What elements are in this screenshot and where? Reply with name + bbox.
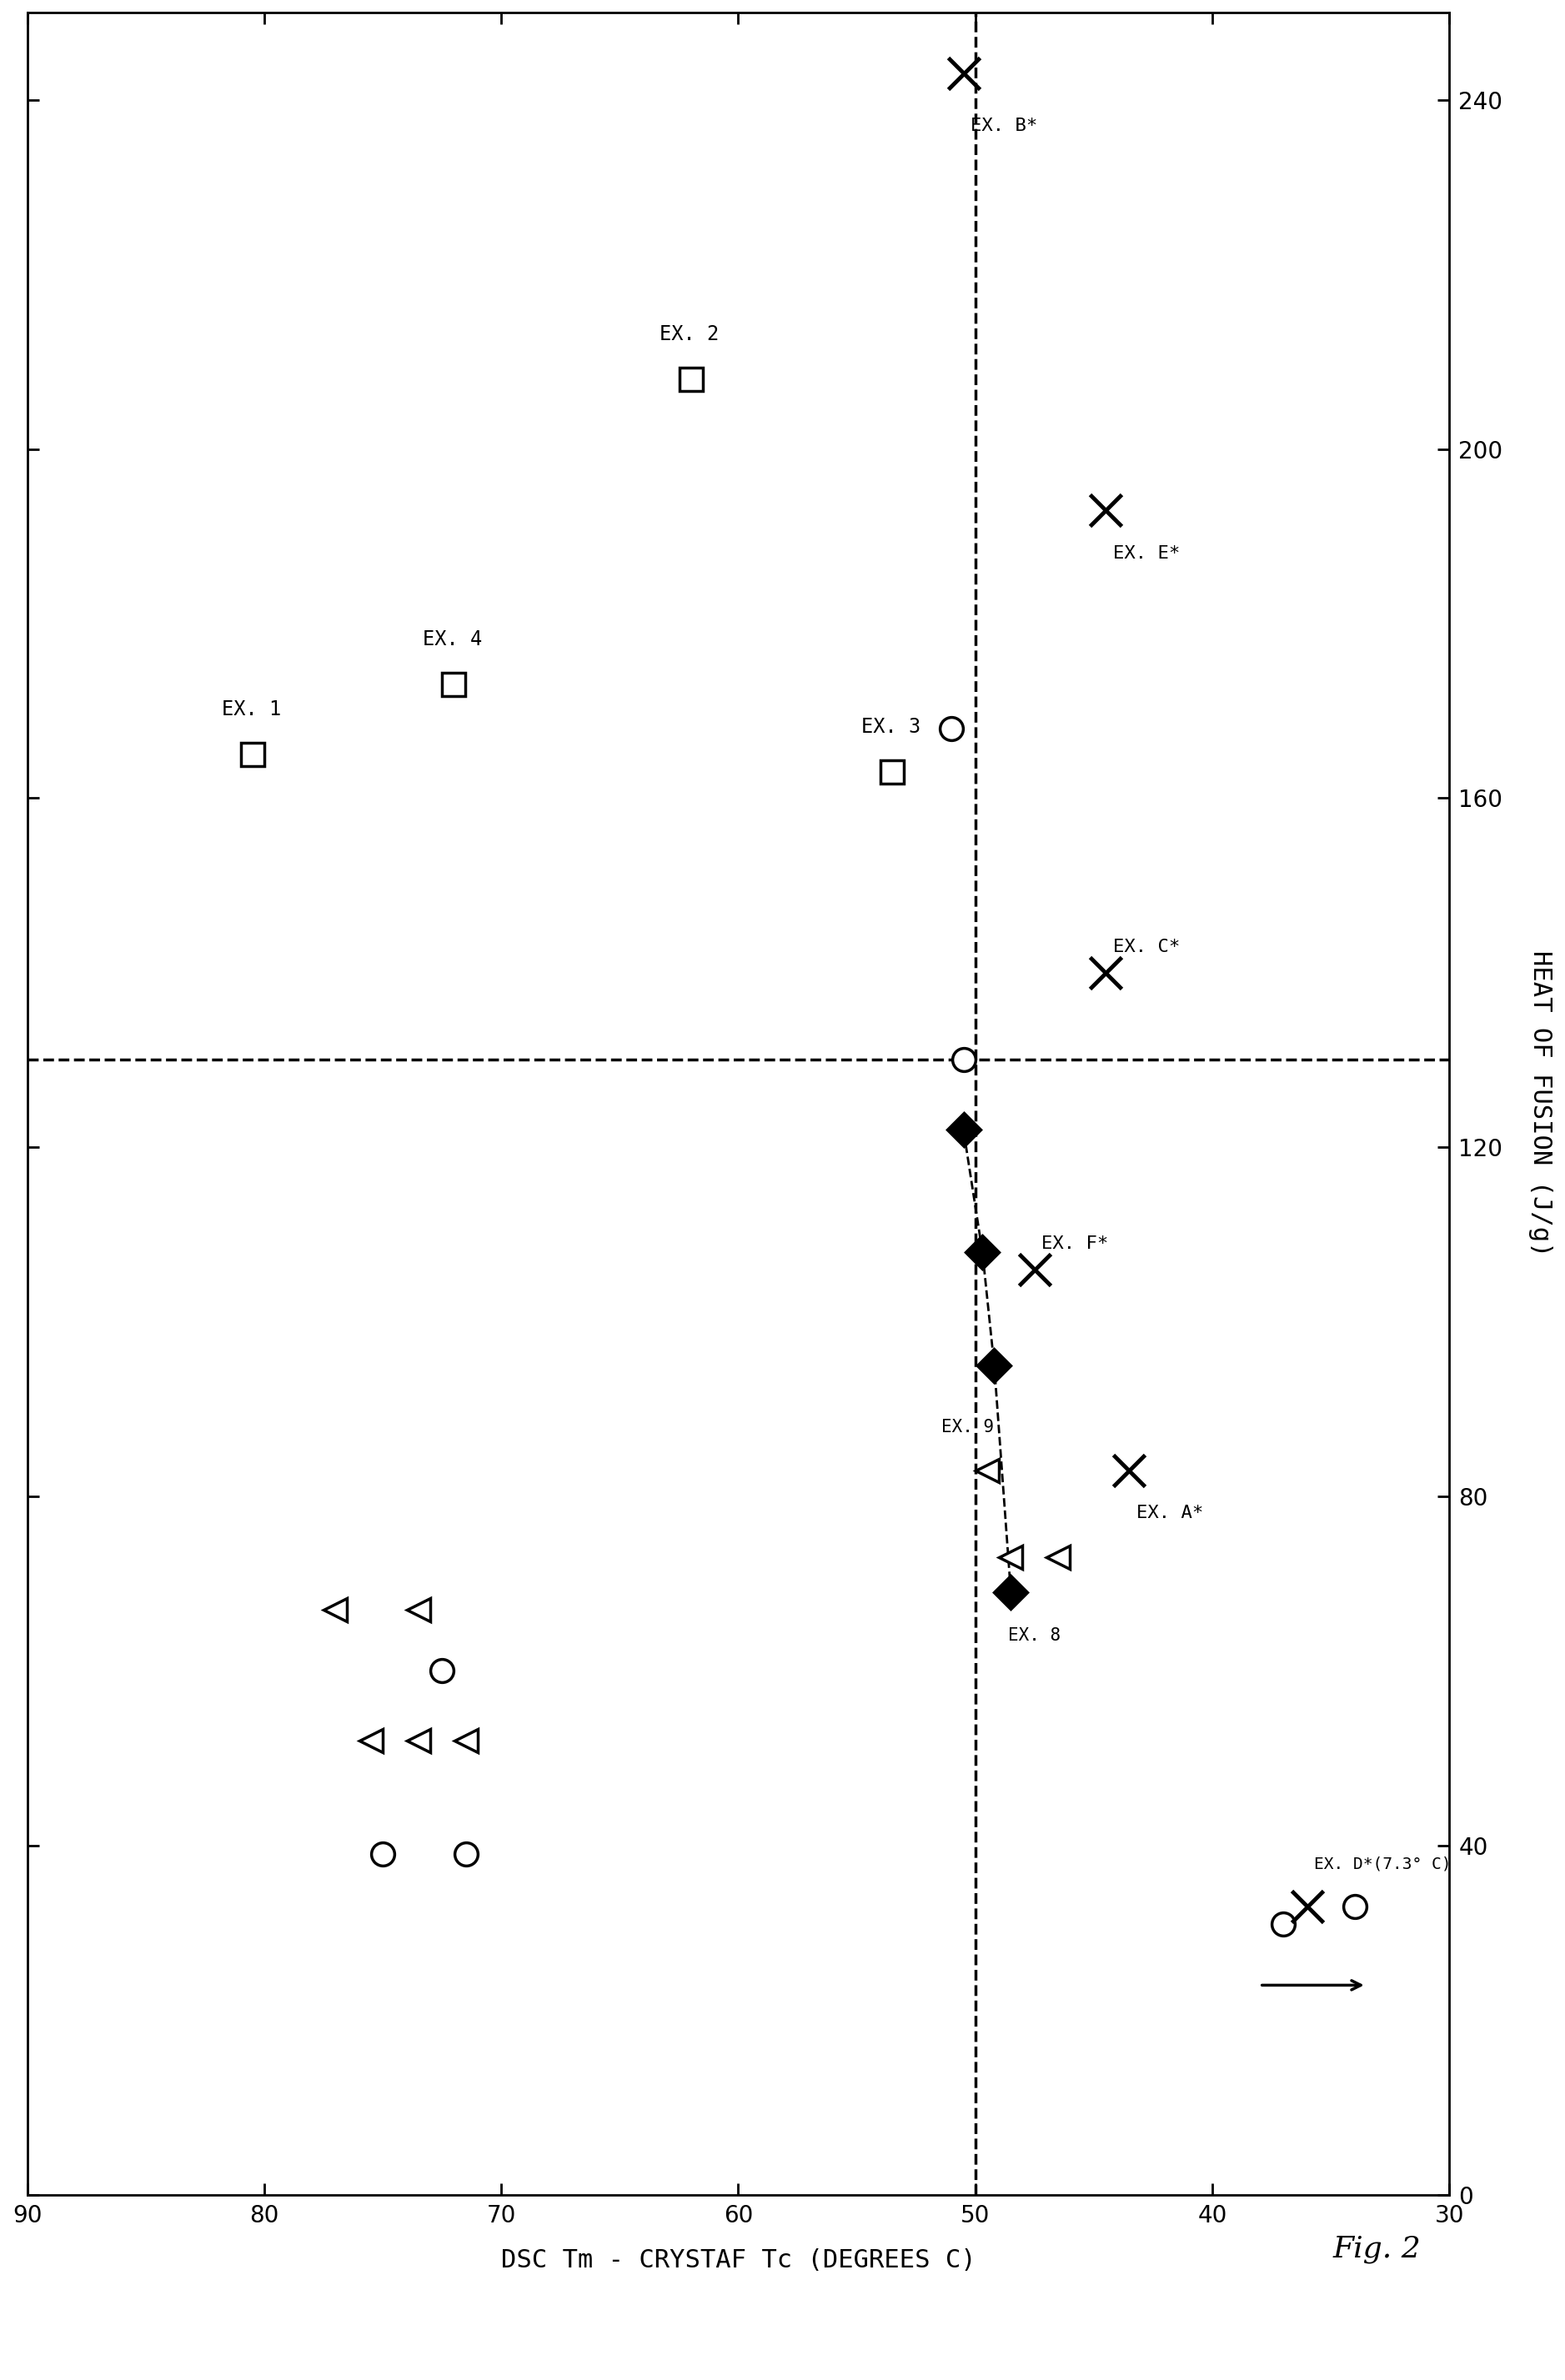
- Text: EX. F*: EX. F*: [1042, 1235, 1108, 1252]
- Text: EX. E*: EX. E*: [1113, 545, 1180, 562]
- X-axis label: DSC Tm - CRYSTAF Tc (DEGREES C): DSC Tm - CRYSTAF Tc (DEGREES C): [501, 2249, 975, 2273]
- Text: Fig. 2: Fig. 2: [1333, 2235, 1421, 2263]
- Text: EX. A*: EX. A*: [1136, 1504, 1203, 1521]
- Text: EX. 1: EX. 1: [222, 700, 280, 719]
- Y-axis label: HEAT OF FUSION (J/g): HEAT OF FUSION (J/g): [1529, 950, 1552, 1257]
- Text: EX. 4: EX. 4: [423, 631, 482, 650]
- Text: EX. C*: EX. C*: [1113, 938, 1180, 954]
- Text: EX. B*: EX. B*: [970, 117, 1038, 133]
- Text: EX. 2: EX. 2: [660, 324, 720, 345]
- Text: EX. 3: EX. 3: [861, 716, 920, 738]
- Text: EX. 9: EX. 9: [942, 1418, 994, 1435]
- Text: EX. 8: EX. 8: [1008, 1628, 1061, 1645]
- Text: EX. D*(7.3° C): EX. D*(7.3° C): [1315, 1856, 1451, 1871]
